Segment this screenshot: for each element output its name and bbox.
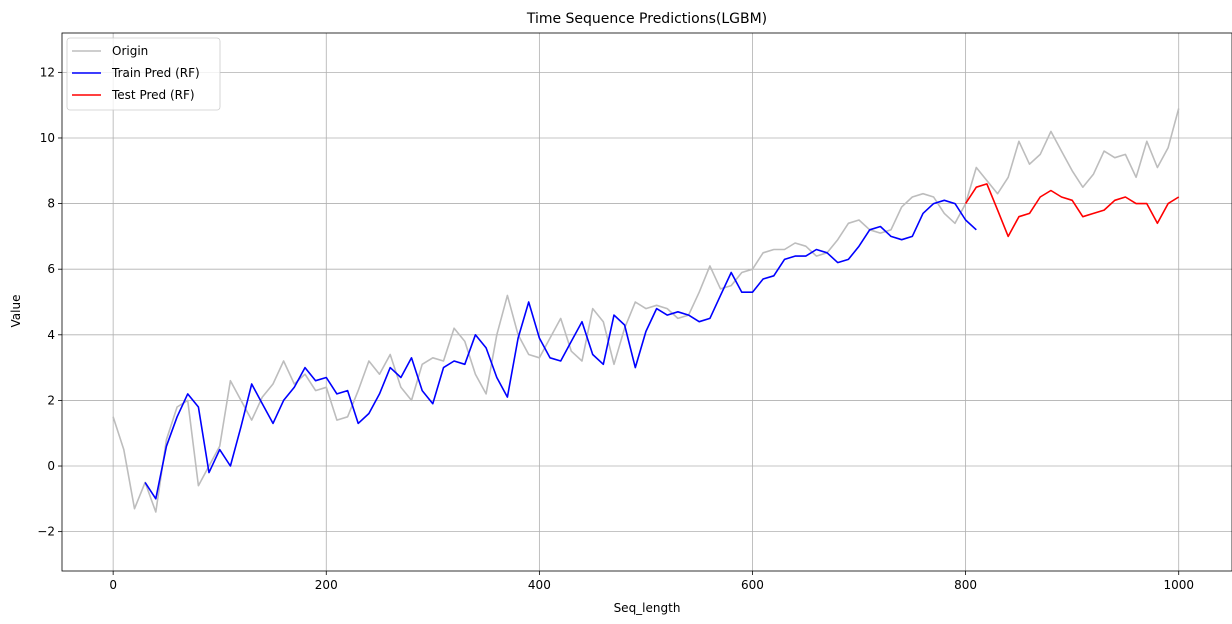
- y-tick-label: 8: [47, 197, 55, 211]
- y-tick-label: 2: [47, 393, 55, 407]
- series-line-test-pred-rf: [964, 183, 1180, 238]
- y-tick-label: 6: [47, 262, 55, 276]
- x-tick-label: 0: [109, 578, 117, 592]
- x-tick-label: 400: [528, 578, 551, 592]
- series-line-origin: [112, 108, 1180, 513]
- chart-title: Time Sequence Predictions(LGBM): [526, 11, 767, 27]
- legend: Origin Train Pred (RF) Test Pred (RF): [66, 37, 221, 111]
- legend-box: [66, 37, 221, 111]
- ticks: 0 200 400 600 800 1000 −2 0 2 4 6 8 10 12: [37, 65, 1194, 592]
- x-tick-label: 200: [315, 578, 338, 592]
- y-tick-label: 4: [47, 328, 55, 342]
- y-tick-label: 10: [40, 131, 55, 145]
- x-axis-title: Seq_length: [614, 601, 681, 615]
- y-tick-label: 12: [40, 65, 55, 79]
- x-tick-label: 800: [954, 578, 977, 592]
- x-tick-label: 600: [741, 578, 764, 592]
- plot-lines: [112, 108, 1180, 513]
- y-tick-label: −2: [37, 525, 55, 539]
- x-tick-label: 1000: [1163, 578, 1194, 592]
- legend-label: Train Pred (RF): [111, 66, 200, 80]
- grid: [62, 33, 1232, 571]
- legend-label: Origin: [112, 44, 148, 58]
- plot-frame: [61, 32, 1232, 572]
- y-axis-title: Value: [9, 295, 23, 328]
- legend-label: Test Pred (RF): [111, 88, 195, 102]
- series-line-train-pred-rf: [144, 199, 977, 500]
- y-tick-label: 0: [47, 459, 55, 473]
